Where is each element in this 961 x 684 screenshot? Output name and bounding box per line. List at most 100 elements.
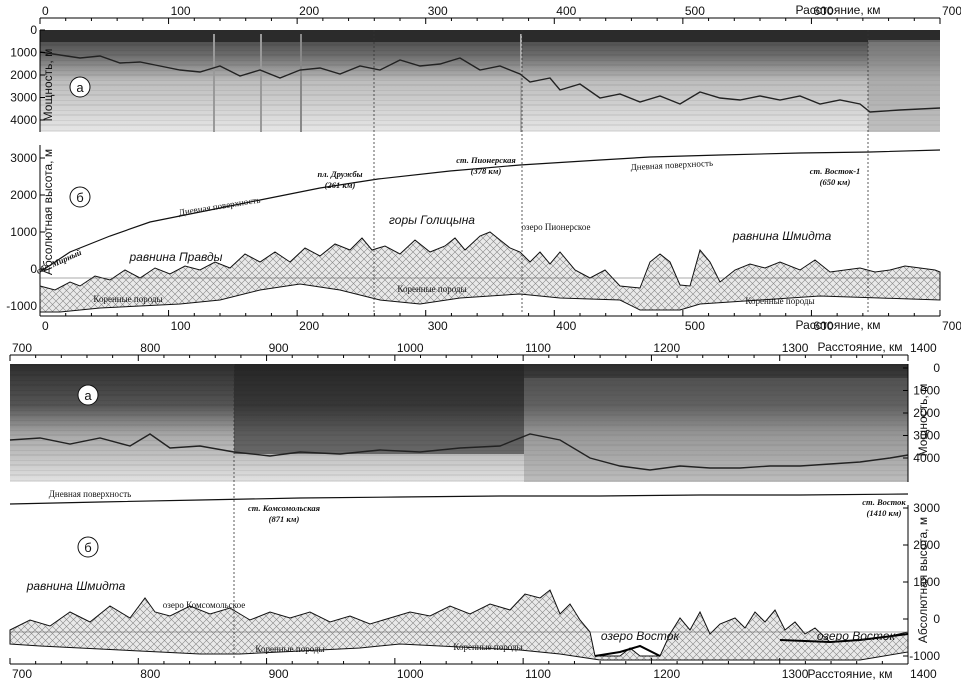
x-tick-label: 100 <box>171 319 191 333</box>
y-tick-label: 4000 <box>913 451 940 465</box>
x-tick-label: 1400 <box>910 341 937 355</box>
bottom-surface-label: Дневная поверхность <box>49 489 131 499</box>
bottom-altitude-label: Абсолютная высота, м <box>916 517 930 643</box>
bottom-thickness-ticks: 0 1000 2000 3000 4000 <box>903 361 940 465</box>
bottom-surface-line <box>9 493 909 505</box>
top-bed-reflection <box>39 51 941 113</box>
x-tick-label: 100 <box>171 4 191 18</box>
x-tick-label: 200 <box>299 4 319 18</box>
y-tick-label: 1000 <box>10 46 37 60</box>
top-station-pionerskaya: ст. Пионерская <box>456 155 516 165</box>
x-tick-label: 0 <box>42 4 49 18</box>
bottom-thickness-label: Мощность, м <box>916 384 930 457</box>
y-tick-label: 0 <box>30 262 37 276</box>
bottom-bedrock-label-1: Коренные породы <box>255 644 324 654</box>
top-station-vostok1-km: (650 км) <box>820 177 851 187</box>
x-tick-label: 1100 <box>525 667 551 681</box>
x-tick-label: 700 <box>12 341 32 355</box>
bottom-bed-reflection <box>9 433 909 471</box>
x-tick-label: 700 <box>12 667 32 681</box>
x-tick-label: 300 <box>428 4 448 18</box>
top-station-druzhby: пл. Дружбы <box>318 169 363 179</box>
bottom-altitude-ticks: 3000 2000 1000 0 -1000 <box>903 501 940 663</box>
x-tick-label: 400 <box>556 319 576 333</box>
bottom-bedrock <box>9 589 909 661</box>
x-tick-label: 1300 <box>782 341 809 355</box>
top-region-golitsyna: горы Голицына <box>389 213 475 227</box>
top-station-vostok1: ст. Восток-1 <box>810 166 861 176</box>
x-tick-label: 800 <box>140 667 160 681</box>
top-bedrock-label-1: Коренные породы <box>93 294 162 304</box>
top-station-pionerskaya-km: (378 км) <box>471 166 502 176</box>
x-tick-label: 1200 <box>653 667 680 681</box>
x-tick-label: 1000 <box>397 667 424 681</box>
y-tick-label: 2000 <box>10 68 37 82</box>
top-x-axis-label-bottom: Расстояние, км <box>796 318 881 332</box>
top-altitude-ticks: 3000 2000 1000 0 -1000 <box>6 151 45 313</box>
top-thickness-label: Мощность, м <box>41 49 55 122</box>
x-tick-label: 1100 <box>525 341 551 355</box>
y-tick-label: 3000 <box>913 429 940 443</box>
x-tick-label: 500 <box>685 4 705 18</box>
top-thickness-ticks: 0 1000 2000 3000 4000 <box>10 23 45 127</box>
y-tick-label: 0 <box>30 23 37 37</box>
bottom-station-komsomolskaya: ст. Комсомольская <box>248 503 321 513</box>
top-xaxis-ticks-bottom: 0 100 200 300 400 500 600 700 <box>39 310 961 333</box>
top-surface-line <box>39 149 941 273</box>
x-tick-label: 600 <box>813 319 833 333</box>
x-tick-label: 900 <box>269 341 289 355</box>
top-bedrock-label-2: Коренные породы <box>397 284 466 294</box>
bottom-radar-panel: а <box>9 364 909 482</box>
bottom-bedrock-label-2: Коренные породы <box>453 642 522 652</box>
x-tick-label: 300 <box>428 319 448 333</box>
top-surface-label: Дневная поверхность <box>178 195 261 218</box>
top-radar-panel: а <box>39 30 941 132</box>
y-tick-label: 3000 <box>10 151 37 165</box>
y-tick-label: 4000 <box>10 113 37 127</box>
x-tick-label: 500 <box>685 319 705 333</box>
y-tick-label: -1000 <box>909 649 940 663</box>
x-tick-label: 900 <box>269 667 289 681</box>
y-tick-label: 3000 <box>10 91 37 105</box>
top-x-axis-label: Расстояние, км <box>796 3 881 17</box>
y-tick-label: 2000 <box>10 188 37 202</box>
y-tick-label: 1000 <box>913 575 940 589</box>
y-tick-label: 0 <box>933 612 940 626</box>
top-lake-pionerskoe: озеро Пионерское <box>522 222 591 232</box>
bottom-station-vostok-km: (1410 км) <box>867 508 902 518</box>
x-tick-label: 400 <box>556 4 576 18</box>
y-tick-label: 1000 <box>913 384 940 398</box>
y-tick-label: 2000 <box>913 406 940 420</box>
y-tick-label: 2000 <box>913 538 940 552</box>
top-panel-b-label: б <box>76 190 83 205</box>
x-tick-label: 1000 <box>397 341 424 355</box>
bottom-panel-b-label: б <box>84 540 91 555</box>
top-xaxis-ticks: 0 100 200 300 400 500 600 700 <box>39 4 961 24</box>
bottom-lake-vostok-1: озеро Восток <box>601 629 681 643</box>
x-tick-label: 1200 <box>653 341 680 355</box>
top-section: 0 100 200 300 400 500 600 700 Расстояние, км а … <box>6 3 961 333</box>
bottom-x-axis-label-bottom: Расстояние, км <box>808 667 893 681</box>
top-bedrock <box>39 231 941 313</box>
x-tick-label: 800 <box>140 341 160 355</box>
x-tick-label: 0 <box>42 319 49 333</box>
y-tick-label: 1000 <box>10 225 37 239</box>
x-tick-label: 1400 <box>910 667 937 681</box>
bottom-lake-vostok-2: озеро Восток <box>817 629 897 643</box>
bottom-xaxis-ticks: 700 800 900 1000 1100 1200 1300 1400 <box>9 341 937 361</box>
bottom-x-axis-label: Расстояние, км <box>818 340 903 354</box>
y-tick-label: -1000 <box>6 299 37 313</box>
y-tick-label: 0 <box>933 361 940 375</box>
bottom-lake-komsomolskoe: озеро Комсомольское <box>163 600 245 610</box>
y-tick-label: 3000 <box>913 501 940 515</box>
x-tick-label: 200 <box>299 319 319 333</box>
top-region-pravdy: равнина Правды <box>128 250 222 264</box>
x-tick-label: 700 <box>942 4 961 18</box>
top-panel-a-label: а <box>76 80 84 95</box>
bottom-section: 700 800 900 1000 1100 1200 1300 1400 Расстояние… <box>9 340 940 681</box>
top-altitude-label: Абсолютная высота, м <box>41 149 55 275</box>
top-region-shmidta: равнина Шмидта <box>732 229 832 243</box>
x-tick-label: 700 <box>942 319 961 333</box>
bottom-region-shmidta: равнина Шмидта <box>26 579 126 593</box>
